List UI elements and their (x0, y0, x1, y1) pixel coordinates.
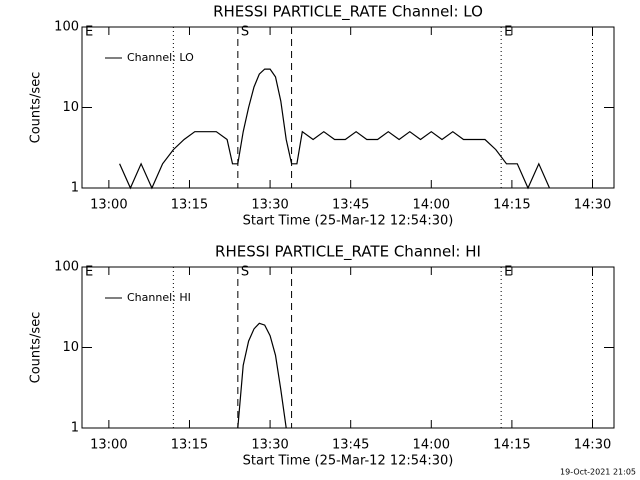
x-tick-label: 13:30 (251, 438, 288, 453)
annotation: S (241, 25, 249, 40)
x-tick-label: 13:45 (332, 438, 369, 453)
annotation: E (504, 265, 512, 280)
x-tick-label: 13:15 (171, 198, 208, 213)
y-axis-label: Counts/sec (29, 312, 44, 384)
x-tick-label: 14:00 (413, 198, 450, 213)
chart-title: RHESSI PARTICLE_RATE Channel: HI (215, 243, 481, 262)
y-axis-label: Counts/sec (29, 72, 44, 144)
y-tick-label: 10 (62, 340, 79, 355)
x-tick-label: 13:45 (332, 198, 369, 213)
annotation: E (504, 25, 512, 40)
x-tick-label: 13:00 (90, 438, 127, 453)
legend-label: Channel: HI (127, 291, 191, 304)
x-tick-label: 14:30 (574, 438, 611, 453)
y-tick-label: 10 (62, 100, 79, 115)
x-tick-label: 14:30 (574, 198, 611, 213)
plot-frame (81, 26, 615, 189)
x-tick-label: 14:00 (413, 438, 450, 453)
annotation: E (85, 265, 93, 280)
annotation: S (241, 265, 249, 280)
y-tick-label: 1 (71, 181, 79, 196)
annotation: E (85, 25, 93, 40)
x-tick-label: 13:00 (90, 198, 127, 213)
plot-frame (81, 266, 615, 429)
x-tick-label: 13:15 (171, 438, 208, 453)
data-line (119, 68, 551, 190)
timestamp: 19-Oct-2021 21:05 (560, 468, 636, 477)
legend-label: Channel: LO (127, 51, 194, 64)
x-axis-label: Start Time (25-Mar-12 12:54:30) (243, 454, 454, 469)
y-tick-label: 100 (54, 20, 79, 35)
y-tick-label: 100 (54, 260, 79, 275)
chart-title: RHESSI PARTICLE_RATE Channel: LO (213, 3, 483, 22)
x-tick-label: 13:30 (251, 198, 288, 213)
data-line (237, 322, 287, 429)
y-tick-label: 1 (71, 421, 79, 436)
x-tick-label: 14:15 (493, 438, 530, 453)
x-tick-label: 14:15 (493, 198, 530, 213)
x-axis-label: Start Time (25-Mar-12 12:54:30) (243, 214, 454, 229)
